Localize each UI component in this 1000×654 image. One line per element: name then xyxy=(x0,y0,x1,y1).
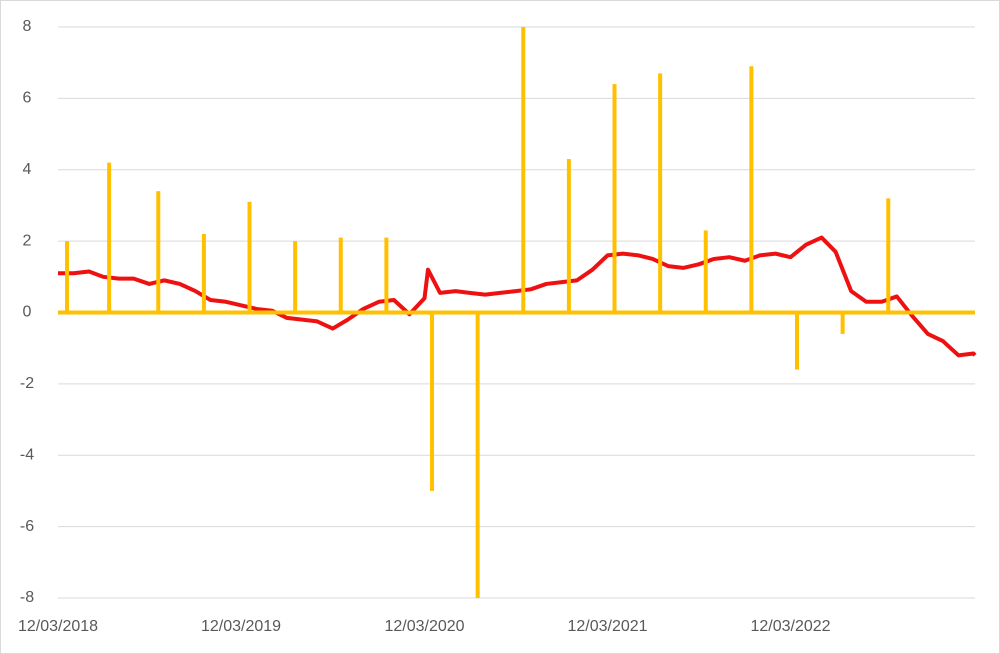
x-tick-label: 12/03/2021 xyxy=(567,618,647,635)
bar xyxy=(384,237,389,313)
plot xyxy=(58,27,977,598)
y-tick-label: 8 xyxy=(23,18,32,35)
y-tick-label: -6 xyxy=(20,518,34,535)
bar xyxy=(658,73,663,313)
bar xyxy=(566,159,571,313)
bar xyxy=(795,312,800,370)
y-tick-label: 0 xyxy=(23,304,32,321)
bar xyxy=(749,66,754,313)
bar xyxy=(201,233,206,313)
bar xyxy=(293,241,298,313)
y-tick-label: -2 xyxy=(20,375,34,392)
bar xyxy=(338,237,343,313)
y-tick-label: 4 xyxy=(23,161,32,178)
bar xyxy=(521,27,526,313)
bar xyxy=(886,198,891,313)
x-tick-label: 12/03/2020 xyxy=(384,618,464,635)
bar xyxy=(840,312,845,334)
bar xyxy=(612,84,617,313)
y-tick-label: -8 xyxy=(20,589,34,606)
bar xyxy=(475,312,480,598)
bar xyxy=(65,241,70,313)
x-tick-label: 12/03/2018 xyxy=(18,618,98,635)
bar xyxy=(107,162,112,313)
bar xyxy=(703,230,708,313)
x-tick-label: 12/03/2019 xyxy=(201,618,281,635)
labels: -8 -6 -4 -2 0 2 4 6 8 12/03/2018 12/03/2019 12/03/2… xyxy=(18,18,831,635)
bar xyxy=(156,191,161,313)
x-tick-label: 12/03/2022 xyxy=(750,618,830,635)
line xyxy=(58,235,977,358)
grid xyxy=(58,26,975,599)
bar xyxy=(430,312,435,491)
bar xyxy=(247,201,252,313)
y-tick-label: -4 xyxy=(20,446,34,463)
y-tick-label: 6 xyxy=(23,90,32,107)
y-tick-label: 2 xyxy=(23,232,32,249)
